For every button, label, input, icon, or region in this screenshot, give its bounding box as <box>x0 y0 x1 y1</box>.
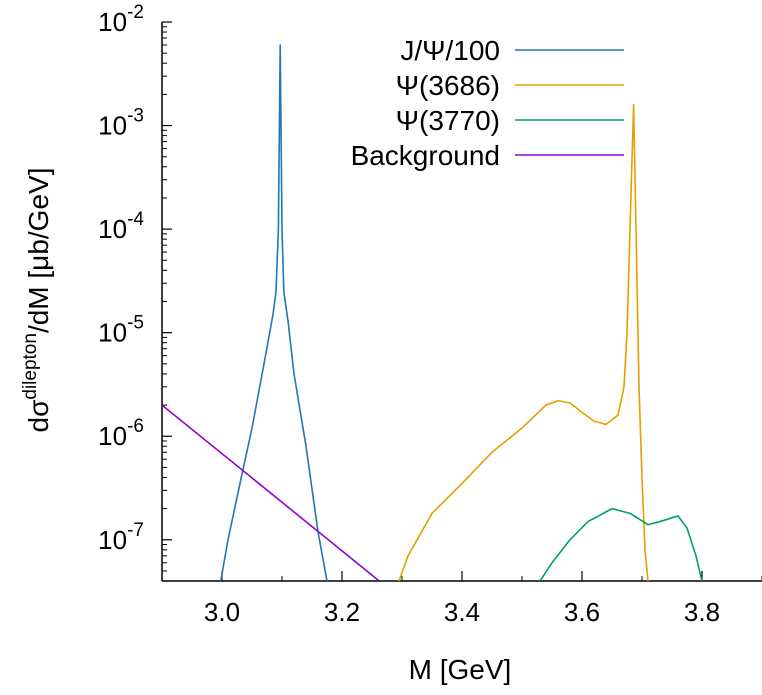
y-tick-label: 10-5 <box>98 313 144 348</box>
series-line-2 <box>539 507 703 581</box>
legend-label: Ψ(3770) <box>396 105 500 136</box>
y-tick-label: 10-6 <box>98 416 144 451</box>
y-axis-label-superscript: dilepton <box>20 333 41 400</box>
y-tick-exponent: -5 <box>127 313 144 334</box>
y-tick-exponent: -6 <box>127 416 144 437</box>
y-tick-label: 10-7 <box>98 520 144 555</box>
y-tick-base: 10 <box>98 214 127 244</box>
y-tick-exponent: -7 <box>127 520 144 541</box>
x-tick-label: 3.8 <box>684 597 720 627</box>
x-tick-label: 3.4 <box>444 597 480 627</box>
y-tick-label: 10-3 <box>98 106 144 141</box>
x-tick-label: 3.6 <box>564 597 600 627</box>
y-tick-base: 10 <box>98 111 127 141</box>
y-tick-exponent: -3 <box>127 106 144 127</box>
y-tick-base: 10 <box>98 421 127 451</box>
x-tick-label: 3.2 <box>324 597 360 627</box>
x-axis-label: M [GeV] <box>409 654 512 685</box>
y-tick-label: 10-4 <box>98 209 144 244</box>
y-tick-label: 10-2 <box>98 2 144 37</box>
y-tick-exponent: -2 <box>127 2 144 23</box>
plot-area: 10-710-610-510-410-310-23.0 3.2 3.4 3.6 3.8J… <box>98 2 762 627</box>
y-tick-exponent: -4 <box>127 209 144 230</box>
y-axis-label-suffix: /dM [μb/GeV] <box>23 168 54 334</box>
y-axis-label-prefix: dσ <box>23 400 54 433</box>
y-tick-base: 10 <box>98 7 127 37</box>
legend-label: Background <box>351 140 500 171</box>
y-tick-base: 10 <box>98 525 127 555</box>
series-group <box>162 44 703 581</box>
series-line-0 <box>220 44 328 581</box>
series-line-1 <box>398 103 649 581</box>
y-axis-label: dσdilepton/dM [μb/GeV] <box>20 168 54 433</box>
legend-label: Ψ(3686) <box>396 70 500 101</box>
legend-label: J/Ψ/100 <box>400 35 500 66</box>
y-tick-base: 10 <box>98 318 127 348</box>
series-line-3 <box>162 404 380 581</box>
x-tick-label: 3.0 <box>204 597 240 627</box>
